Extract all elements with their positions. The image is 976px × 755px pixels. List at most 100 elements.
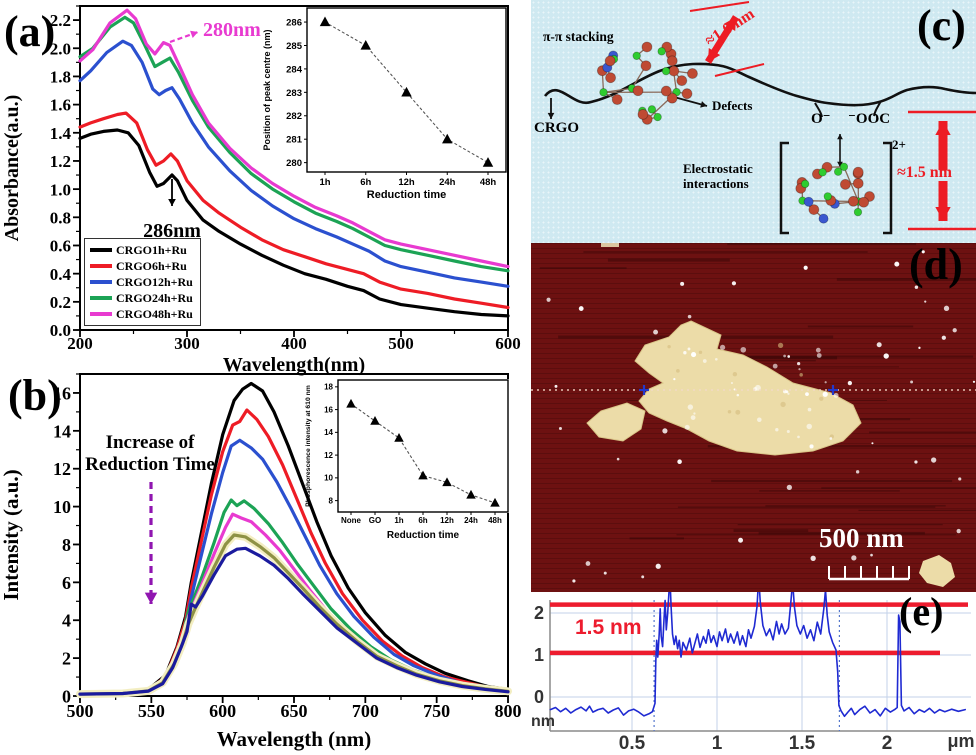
x-tick-label: 1 [712,733,723,754]
legend-label: CRGO12h+Ru [116,274,193,289]
particle-dot [810,555,816,561]
y-tick-label: 1 [534,645,544,665]
panel-label-e: (e) [899,589,944,634]
x-tick-label: 600 [495,334,521,353]
particle-dot [876,342,882,348]
y-tick-label: 14 [53,421,71,441]
pi-stacking-label: π-π stacking [543,29,614,44]
particle-dot [870,553,873,557]
inset-x-tick-label: 12h [440,516,454,525]
legend-item: CRGO6h+Ru [90,258,193,274]
afm-image-drawing [531,243,976,587]
x-axis-title: Wavelength (nm) [217,727,372,751]
particle-dot [918,346,921,349]
electrostatic-label-line1: Electrostatic [683,161,753,176]
panel-e-height-profile: 2 1 0 nm 0.5 1 1.5 2 μm (e) 1.5 nm [531,592,976,755]
graphene-flake-lobe [586,402,646,442]
y-tick-label: 0.0 [50,321,71,340]
x-axis-title: Wavelength(nm) [223,354,365,376]
particle-dot [662,428,668,434]
particle-dot [924,300,927,303]
inset-y-tick-label: 284 [286,64,303,75]
particle-dot [972,380,976,383]
particle-dot [641,575,645,579]
bracket-left [779,141,789,235]
y-unit-label: nm [531,713,555,730]
particle-dot [931,457,937,463]
x-tick-label: 500 [67,701,94,721]
y-tick-label: 10 [53,497,71,517]
ooc-label: ⁻OOC [848,111,891,127]
y-tick-label: 2.0 [50,39,71,58]
inset-x-tick-label: 48h [488,516,502,525]
inset-y-tick-label: 12 [324,451,333,460]
particle-dot [943,305,950,312]
schematic-drawing [543,1,976,235]
particle-dot [787,355,791,358]
x-tick-label: 0.5 [619,733,646,754]
inset-y-tick-label: 14 [324,428,333,437]
y-tick-label: 12 [53,459,71,479]
inset-x-tick-label: 6h [360,177,371,188]
inset-x-tick-label: 12h [398,177,415,188]
particle-dot [554,384,558,388]
panel-label-a: (a) [4,7,56,56]
particle-dot [738,537,744,543]
annotation-280nm: 280nm [203,19,261,41]
particle-dot [797,361,801,366]
x-tick-label: 650 [281,701,308,721]
x-tick-label: 1.5 [789,733,816,754]
x-tick-label: 600 [209,701,236,721]
particle-dot [616,457,620,461]
panel-label-b: (b) [8,371,62,420]
legend-swatch [90,296,112,300]
small-flake [919,555,955,587]
inset-y-tick-label: 18 [324,383,333,392]
particle-dot [731,281,737,286]
x-tick-label: 300 [174,334,200,353]
particle-dot [805,392,809,396]
particle-dot [910,380,914,384]
uvvis-legend: CRGO1h+Ru CRGO6h+Ru CRGO12h+Ru CRGO24h+Ru CR… [84,238,201,326]
particle-dot [677,459,682,464]
x-tick-label: 700 [352,701,379,721]
panel-c-schematic: (c) π-π stacking CRGO Defects O⁻ ⁻OOC El… [531,0,976,243]
pl-intensity-chart: 500 550 600 650 700 750 800 0 2 4 6 8 10 12 14 16 Wavele… [0,373,522,751]
legend-label: CRGO1h+Ru [116,242,187,257]
particle-dot [829,437,833,440]
particle-dot [546,297,551,302]
pl-inset-chart: 8 10 12 14 16 18 None GO 1h 6h 12h 24h 48h Reduction … [305,379,509,541]
inset-x-tick-label: 1h [319,177,330,188]
inset-x-axis-title: Reduction time [367,189,446,201]
inset-y-tick-label: 280 [286,158,302,169]
particle-dot [803,265,808,270]
particle-dot [687,347,691,351]
legend-item: CRGO1h+Ru [90,242,193,258]
particle-dot [680,281,685,286]
particle-dot [683,351,687,355]
y-tick-label: 1.8 [50,68,71,87]
panel-a-uvvis: 200 300 400 500 600 0.0 0.2 0.4 0.6 0.8 1.0 1.2 1.4 1… [0,0,531,378]
particle-dot [687,314,692,319]
uvvis-absorbance-chart: 200 300 400 500 600 0.0 0.2 0.4 0.6 0.8 1.0 1.2 1.4 1… [1,5,521,376]
ru-complex-molecule [596,41,698,125]
panel-label-d: (d) [909,240,963,289]
legend-swatch [90,248,112,252]
o-minus-label: O⁻ [811,111,831,127]
inset-x-tick-label: 24h [464,516,478,525]
y-axis-title: Intensity (a.u.) [0,469,23,600]
particle-dot [894,261,900,267]
legend-label: CRGO48h+Ru [116,306,193,321]
particle-dot [855,470,860,474]
inset-x-tick-label: 6h [418,516,427,525]
y-tick-label: 0.4 [50,265,72,284]
inset-y-axis-title: Position of peak centre (nm) [262,29,272,150]
inset-y-tick-label: 285 [286,41,303,52]
ru-complex-molecule [795,161,875,224]
legend-label: CRGO6h+Ru [116,258,187,273]
y-tick-label: 1.0 [50,180,71,199]
section-marker [639,385,649,395]
inset-y-tick-label: 10 [324,474,333,483]
x-tick-label: 2 [882,733,893,754]
inset-y-tick-label: 8 [329,497,334,506]
